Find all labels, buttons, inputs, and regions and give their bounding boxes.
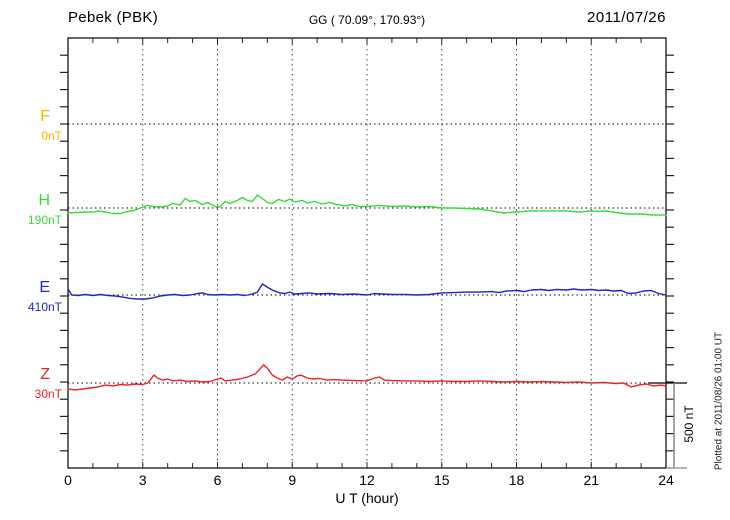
- trace-z: [67, 364, 667, 391]
- x-tick-label: 0: [64, 472, 72, 488]
- channel-baseline-f: 0nT: [41, 129, 62, 143]
- channel-label-z: Z 30nT: [0, 366, 62, 401]
- x-axis-title: U T (hour): [335, 490, 399, 506]
- x-tick-label: 6: [213, 472, 222, 488]
- channel-letter-h: H: [38, 192, 50, 209]
- channel-label-e: E 410nT: [0, 279, 62, 314]
- channel-baseline-e: 410nT: [27, 300, 62, 314]
- channel-letter-z: Z: [40, 366, 50, 383]
- plot-date: 2011/07/26: [587, 9, 666, 26]
- x-tick-label: 15: [433, 472, 450, 488]
- x-tick-label: 3: [138, 472, 147, 488]
- plotted-at-note: Plotted at 2011/08/26 01:00 UT: [713, 331, 725, 471]
- plot-frame: [67, 37, 667, 469]
- channel-letter-f: F: [40, 108, 50, 125]
- x-tick-label: 24: [658, 472, 674, 488]
- x-tick-label: 9: [288, 472, 297, 488]
- channel-baseline-h: 190nT: [27, 213, 62, 227]
- channel-label-f: F 0nT: [0, 108, 62, 143]
- x-tick-label: 12: [359, 472, 375, 488]
- trace-h: [67, 194, 667, 216]
- x-tick-label: 21: [583, 472, 600, 488]
- station-title: Pebek (PBK): [68, 9, 159, 26]
- channel-baseline-z: 30nT: [34, 387, 62, 401]
- x-tick-label: 18: [508, 472, 525, 488]
- channel-label-h: H 190nT: [0, 192, 62, 227]
- scale-bar-label: 500 nT: [682, 405, 696, 443]
- geographic-coordinates: GG ( 70.09°, 170.93°): [308, 13, 426, 27]
- trace-e: [67, 283, 667, 300]
- channel-letter-e: E: [39, 279, 50, 296]
